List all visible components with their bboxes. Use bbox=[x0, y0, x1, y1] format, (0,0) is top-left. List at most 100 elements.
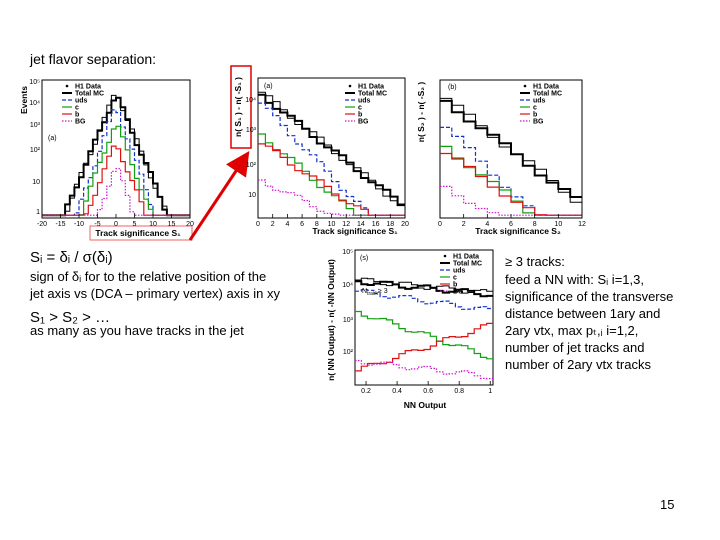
y-tick-label: 10³ bbox=[343, 317, 354, 324]
legend-entry: uds bbox=[533, 98, 546, 105]
x-tick-label: 0.4 bbox=[392, 388, 402, 395]
body-text: ≥ 3 tracks: bbox=[505, 254, 565, 269]
arrow bbox=[188, 151, 250, 241]
x-tick-label: 16 bbox=[372, 221, 380, 228]
histogram-line bbox=[440, 185, 582, 216]
highlight-box bbox=[230, 65, 252, 149]
legend-entry: c bbox=[358, 105, 362, 112]
legend-entry: H1 Data bbox=[75, 84, 101, 91]
x-tick-label: 8 bbox=[315, 221, 319, 228]
x-tick-label: 1 bbox=[488, 388, 492, 395]
histogram-line bbox=[440, 126, 582, 216]
x-tick-label: 20 bbox=[401, 221, 409, 228]
y-tick-label: 10⁵ bbox=[342, 249, 353, 256]
histogram-line bbox=[42, 96, 190, 217]
histogram-line bbox=[258, 143, 405, 216]
x-tick-label: 8 bbox=[533, 221, 537, 228]
legend-entry: H1 Data bbox=[533, 84, 559, 91]
slide-title: jet flavor separation: bbox=[29, 51, 156, 67]
x-tick-label: 4 bbox=[485, 221, 489, 228]
y-tick-label: 10³ bbox=[246, 127, 257, 134]
x-tick-label: 0.2 bbox=[361, 388, 371, 395]
x-tick-label: 14 bbox=[357, 221, 365, 228]
annotation-part: ≥ 3 bbox=[378, 288, 388, 295]
panel-label: (a) bbox=[264, 83, 273, 90]
formula: S₁ > S₂ > … bbox=[30, 309, 110, 326]
legend-entry: b bbox=[75, 112, 79, 119]
y-tick-label: 10⁴ bbox=[342, 282, 353, 289]
x-tick-label: 0 bbox=[256, 221, 260, 228]
x-axis-label: Track significance S₁ bbox=[312, 226, 398, 236]
x-tick-label: 10 bbox=[554, 221, 562, 228]
x-tick-label: 20 bbox=[186, 221, 194, 228]
y-tick-label: 10² bbox=[343, 349, 354, 356]
legend-entry: uds bbox=[358, 98, 371, 105]
x-tick-label: 10 bbox=[149, 221, 157, 228]
x-tick-label: 0 bbox=[438, 221, 442, 228]
legend-entry: Total MC bbox=[533, 91, 562, 98]
histogram-line bbox=[355, 280, 493, 298]
histogram-line bbox=[42, 145, 190, 216]
panel-label: (a) bbox=[48, 135, 57, 142]
y-axis-label: n( NN Output) - n( -NN Output) bbox=[326, 259, 336, 381]
histogram-line bbox=[258, 93, 405, 207]
x-axis-label: Track significance S₁ bbox=[95, 228, 181, 238]
legend-entry: H1 Data bbox=[453, 254, 479, 261]
body-text: sign of δᵢ for to the relative position … bbox=[30, 269, 266, 284]
x-tick-label: -10 bbox=[74, 221, 84, 228]
body-text: significance of the transverse bbox=[505, 289, 673, 304]
y-tick-label: 10² bbox=[30, 147, 41, 154]
histogram-line bbox=[355, 310, 493, 360]
histogram-line bbox=[258, 179, 405, 216]
legend-entry: c bbox=[453, 275, 457, 282]
panel-label: (s) bbox=[360, 255, 368, 262]
y-axis-label: Events bbox=[19, 86, 29, 114]
x-axis-label: Track significance S₂ bbox=[475, 226, 561, 236]
y-tick-label: 10³ bbox=[30, 122, 41, 129]
y-tick-label: 10⁵ bbox=[29, 79, 40, 86]
body-text: feed a NN with: Sᵢ i=1,3, bbox=[505, 272, 644, 287]
x-tick-label: 4 bbox=[285, 221, 289, 228]
histogram-line bbox=[355, 322, 493, 372]
x-tick-label: 0.6 bbox=[423, 388, 433, 395]
legend-marker bbox=[523, 84, 527, 88]
body-text: number of 2ary vtx tracks bbox=[505, 357, 651, 372]
body-text: jet axis vs (DCA – primary vertex) axis … bbox=[29, 286, 280, 301]
annotation: Ntrack≥ 3 bbox=[362, 288, 388, 297]
histogram-line bbox=[355, 289, 493, 310]
y-axis-label: n( S₁ ) - n( -S₁ ) bbox=[233, 77, 243, 137]
body-text: distance between 1ary and bbox=[505, 306, 660, 321]
annotation-part: track bbox=[367, 291, 378, 297]
legend-marker bbox=[443, 254, 447, 258]
y-tick-label: 1 bbox=[36, 209, 40, 216]
legend-entry: c bbox=[75, 105, 79, 112]
y-tick-label: 10 bbox=[32, 179, 40, 186]
legend-entry: Total MC bbox=[75, 91, 104, 98]
annotation-part: N bbox=[362, 288, 367, 295]
legend-entry: Total MC bbox=[453, 261, 482, 268]
legend-entry: b bbox=[358, 112, 362, 119]
histogram-line bbox=[440, 99, 582, 198]
page-number: 15 bbox=[660, 497, 674, 512]
legend-entry: b bbox=[533, 112, 537, 119]
histogram-line bbox=[355, 359, 493, 380]
legend-entry: BG bbox=[358, 119, 369, 126]
legend-entry: BG bbox=[533, 119, 544, 126]
x-tick-label: 15 bbox=[168, 221, 176, 228]
x-tick-label: 5 bbox=[133, 221, 137, 228]
x-tick-label: 0 bbox=[114, 221, 118, 228]
highlight-box bbox=[89, 225, 193, 241]
x-axis-label: NN Output bbox=[404, 400, 447, 410]
body-text: as many as you have tracks in the jet bbox=[30, 323, 244, 338]
y-tick-label: 10² bbox=[246, 162, 257, 169]
legend-entry: b bbox=[453, 282, 457, 289]
plot-frame bbox=[354, 249, 494, 386]
x-tick-label: 2 bbox=[271, 221, 275, 228]
panel-label: (b) bbox=[448, 84, 457, 91]
legend-entry: Total MC bbox=[358, 91, 387, 98]
y-axis-label: n( S₂ ) - n( -S₂ ) bbox=[416, 82, 426, 143]
legend-entry: uds bbox=[453, 268, 466, 275]
legend-entry: c bbox=[533, 105, 537, 112]
body-text: number of jet tracks and bbox=[505, 340, 644, 355]
